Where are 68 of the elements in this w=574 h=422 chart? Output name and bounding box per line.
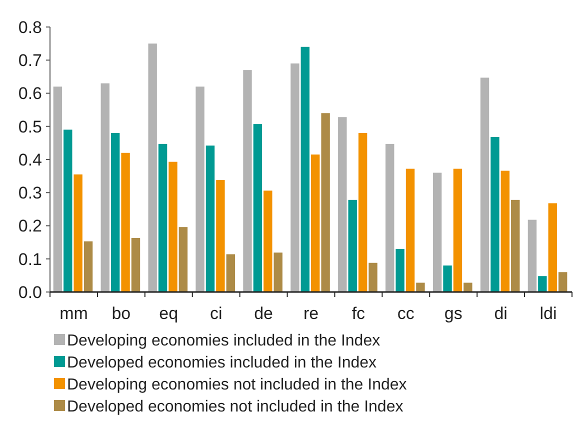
bar xyxy=(443,266,452,292)
y-tick-label: 0.8 xyxy=(18,18,42,37)
x-tick-label: mm xyxy=(60,304,88,323)
y-tick-label: 0.5 xyxy=(18,117,42,136)
bar xyxy=(300,46,310,292)
legend-label: Developed economies not included in the Index xyxy=(67,398,404,416)
y-tick-label: 0.1 xyxy=(18,250,42,269)
bar xyxy=(464,282,472,292)
bar xyxy=(548,203,557,292)
bar xyxy=(100,83,110,292)
bar xyxy=(226,254,235,292)
x-tick-label: ldi xyxy=(540,304,557,323)
y-tick-label: 0.7 xyxy=(18,51,42,70)
y-tick-label: 0.3 xyxy=(18,184,42,203)
bar xyxy=(528,220,537,292)
bar xyxy=(290,63,300,292)
x-tick-label: gs xyxy=(444,304,462,323)
x-tick-label: ci xyxy=(210,304,222,323)
bar xyxy=(131,238,140,292)
bar xyxy=(480,78,490,292)
y-tick-label: 0.2 xyxy=(18,216,42,236)
x-tick-label: bo xyxy=(112,304,131,323)
bar xyxy=(406,168,415,292)
bar xyxy=(558,272,568,292)
bar xyxy=(416,282,425,292)
bar xyxy=(358,133,368,292)
bar xyxy=(338,117,347,292)
bar xyxy=(453,168,462,292)
bar xyxy=(538,276,547,292)
bar xyxy=(386,144,394,292)
x-tick-label: re xyxy=(303,304,319,323)
x-tick-label: cc xyxy=(397,304,415,323)
y-tick-label: 0.6 xyxy=(18,84,42,104)
legend-label: Developing economies included in the Index xyxy=(67,332,380,350)
bar xyxy=(206,146,215,292)
bar xyxy=(500,170,510,292)
bar xyxy=(84,241,93,292)
bar xyxy=(53,86,62,292)
x-tick-label: de xyxy=(254,304,274,323)
bar xyxy=(168,162,178,292)
x-tick-label: di xyxy=(494,304,508,323)
bar xyxy=(490,136,500,292)
bar xyxy=(243,70,252,292)
bar xyxy=(264,190,272,292)
y-tick-label: 0.4 xyxy=(18,150,42,170)
bar xyxy=(196,86,204,292)
legend-label: Developed economies included in the Index xyxy=(67,354,377,372)
bar xyxy=(311,154,320,292)
bar xyxy=(511,200,520,292)
bar xyxy=(178,227,188,292)
bar xyxy=(274,252,282,292)
bar xyxy=(216,180,225,292)
x-tick-label: fc xyxy=(352,304,366,323)
bar xyxy=(74,174,82,292)
y-tick-label: 0.0 xyxy=(18,282,42,302)
bar xyxy=(121,152,130,292)
bar xyxy=(321,113,330,292)
bar xyxy=(348,200,357,292)
bar xyxy=(110,133,120,292)
bar xyxy=(368,262,378,292)
x-tick-label: eq xyxy=(159,304,178,323)
bar xyxy=(158,144,168,292)
bar xyxy=(148,44,157,292)
bar xyxy=(396,248,404,292)
legend-label: Developing economies not included in the Index xyxy=(67,376,407,394)
bar xyxy=(253,124,262,292)
bar xyxy=(64,130,72,292)
bar xyxy=(432,172,442,292)
